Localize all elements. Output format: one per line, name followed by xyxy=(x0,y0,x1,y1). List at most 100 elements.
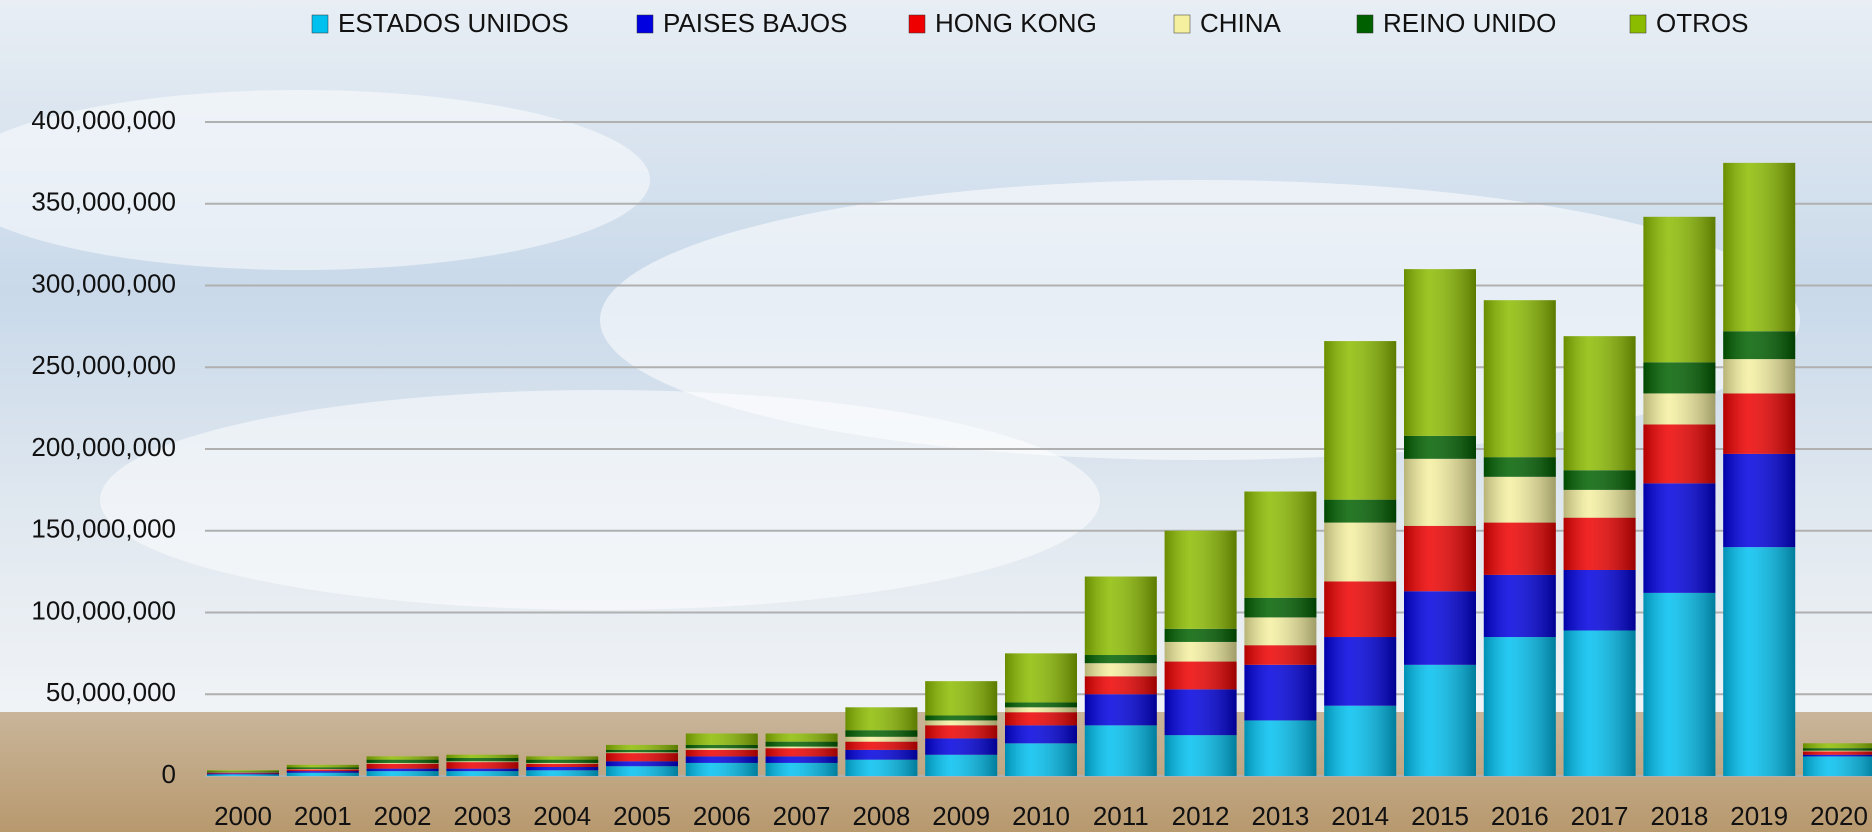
bar-segment xyxy=(1084,655,1157,664)
bar-segment xyxy=(366,759,439,763)
bar-segment xyxy=(1563,336,1636,471)
bar-segment xyxy=(925,754,998,776)
bar-segment xyxy=(685,744,758,749)
bar-segment xyxy=(1084,694,1157,726)
bar-segment xyxy=(1324,341,1397,500)
bar-segment xyxy=(685,748,758,750)
legend-label: PAISES BAJOS xyxy=(663,8,847,38)
bar-segment xyxy=(1563,517,1636,570)
bar-segment xyxy=(1723,547,1796,776)
bar-segment xyxy=(1324,705,1397,776)
x-tick-label: 2008 xyxy=(852,801,910,831)
bar-segment xyxy=(1324,522,1397,582)
x-tick-label: 2015 xyxy=(1411,801,1469,831)
y-tick-label: 350,000,000 xyxy=(31,187,176,217)
bar-segment xyxy=(1084,676,1157,695)
bar-segment xyxy=(765,733,838,742)
bar-segment xyxy=(1404,591,1476,665)
x-tick-label: 2017 xyxy=(1571,801,1629,831)
bar-segment xyxy=(1404,458,1476,526)
bar-segment xyxy=(1404,435,1476,459)
bar-segment xyxy=(1483,457,1556,477)
bar-segment xyxy=(526,767,599,771)
bar-segment xyxy=(685,733,758,745)
legend-label: REINO UNIDO xyxy=(1383,8,1556,38)
legend-label: OTROS xyxy=(1656,8,1748,38)
bar-segment xyxy=(606,749,678,753)
bar-segment xyxy=(1324,499,1397,523)
legend-label: CHINA xyxy=(1200,8,1282,38)
x-tick-label: 2018 xyxy=(1650,801,1708,831)
bar-segment xyxy=(925,738,998,755)
bar-segment xyxy=(207,772,279,774)
x-tick-label: 2011 xyxy=(1093,801,1149,831)
bar-segment xyxy=(1324,581,1397,638)
bar-segment xyxy=(1244,720,1317,776)
bar-segment xyxy=(1483,476,1556,523)
bar-segment xyxy=(1803,756,1872,776)
y-tick-label: 250,000,000 xyxy=(31,350,176,380)
bar-segment xyxy=(765,748,838,757)
y-tick-label: 200,000,000 xyxy=(31,432,176,462)
bar-segment xyxy=(925,720,998,726)
y-tick-label: 400,000,000 xyxy=(31,105,176,135)
bar-segment xyxy=(1643,216,1716,363)
bar-segment xyxy=(1563,489,1636,518)
x-tick-label: 2010 xyxy=(1012,801,1070,831)
bar-segment xyxy=(1723,162,1796,332)
bar-segment xyxy=(1723,393,1796,454)
bar-segment xyxy=(1643,483,1716,593)
legend: ESTADOS UNIDOS PAISES BAJOS HONG KONG CHINA… xyxy=(311,8,1748,38)
bar-segment xyxy=(925,681,998,716)
x-tick-label: 2002 xyxy=(374,801,432,831)
bar-segment xyxy=(606,753,678,762)
bar-segment xyxy=(1803,754,1872,757)
y-tick-label: 0 xyxy=(162,759,176,789)
bar-segment xyxy=(366,756,439,760)
bar-segment xyxy=(606,752,678,754)
legend-label: ESTADOS UNIDOS xyxy=(338,8,569,38)
bar-segment xyxy=(1084,576,1157,656)
bar-segment xyxy=(1084,663,1157,677)
bar-segment xyxy=(1483,574,1556,638)
bar-segment xyxy=(526,762,599,764)
bar-segment xyxy=(1563,470,1636,490)
bar-segment xyxy=(1563,569,1636,631)
legend-swatch xyxy=(1629,14,1647,34)
bar-segment xyxy=(1483,300,1556,458)
bar-segment xyxy=(1803,743,1872,749)
bar-segment xyxy=(286,764,359,768)
x-tick-label: 2009 xyxy=(932,801,990,831)
bar-segment xyxy=(1244,645,1317,665)
bar-segment xyxy=(1244,664,1317,721)
bar-segment xyxy=(526,756,599,760)
bar-segment xyxy=(1404,525,1476,592)
x-tick-label: 2005 xyxy=(613,801,671,831)
bar-segment xyxy=(765,741,838,747)
x-tick-label: 2014 xyxy=(1331,801,1389,831)
bar-segment xyxy=(1244,617,1317,646)
bar-segment xyxy=(1005,712,1077,726)
bar-segment xyxy=(1483,522,1556,575)
bar-segment xyxy=(1005,725,1077,744)
bar-segment xyxy=(845,759,918,776)
legend-swatch xyxy=(311,14,329,34)
bar-segment xyxy=(845,749,918,760)
bar-segment xyxy=(1164,641,1237,662)
bar-segment xyxy=(765,762,838,776)
bar-segment xyxy=(1563,630,1636,776)
bar-segment xyxy=(286,772,359,776)
bar-segment xyxy=(446,754,519,759)
bar-segment xyxy=(366,771,439,776)
cloud xyxy=(100,390,1100,610)
bar-segment xyxy=(207,771,279,773)
bar-segment xyxy=(1404,664,1476,776)
bar-segment xyxy=(446,762,519,769)
bar-segment xyxy=(845,736,918,742)
bar-segment xyxy=(1643,592,1716,776)
x-tick-label: 2020 xyxy=(1810,801,1868,831)
legend-swatch xyxy=(1173,14,1191,34)
bar-segment xyxy=(1803,750,1872,752)
legend-swatch xyxy=(636,14,654,34)
x-tick-label: 2012 xyxy=(1172,801,1230,831)
